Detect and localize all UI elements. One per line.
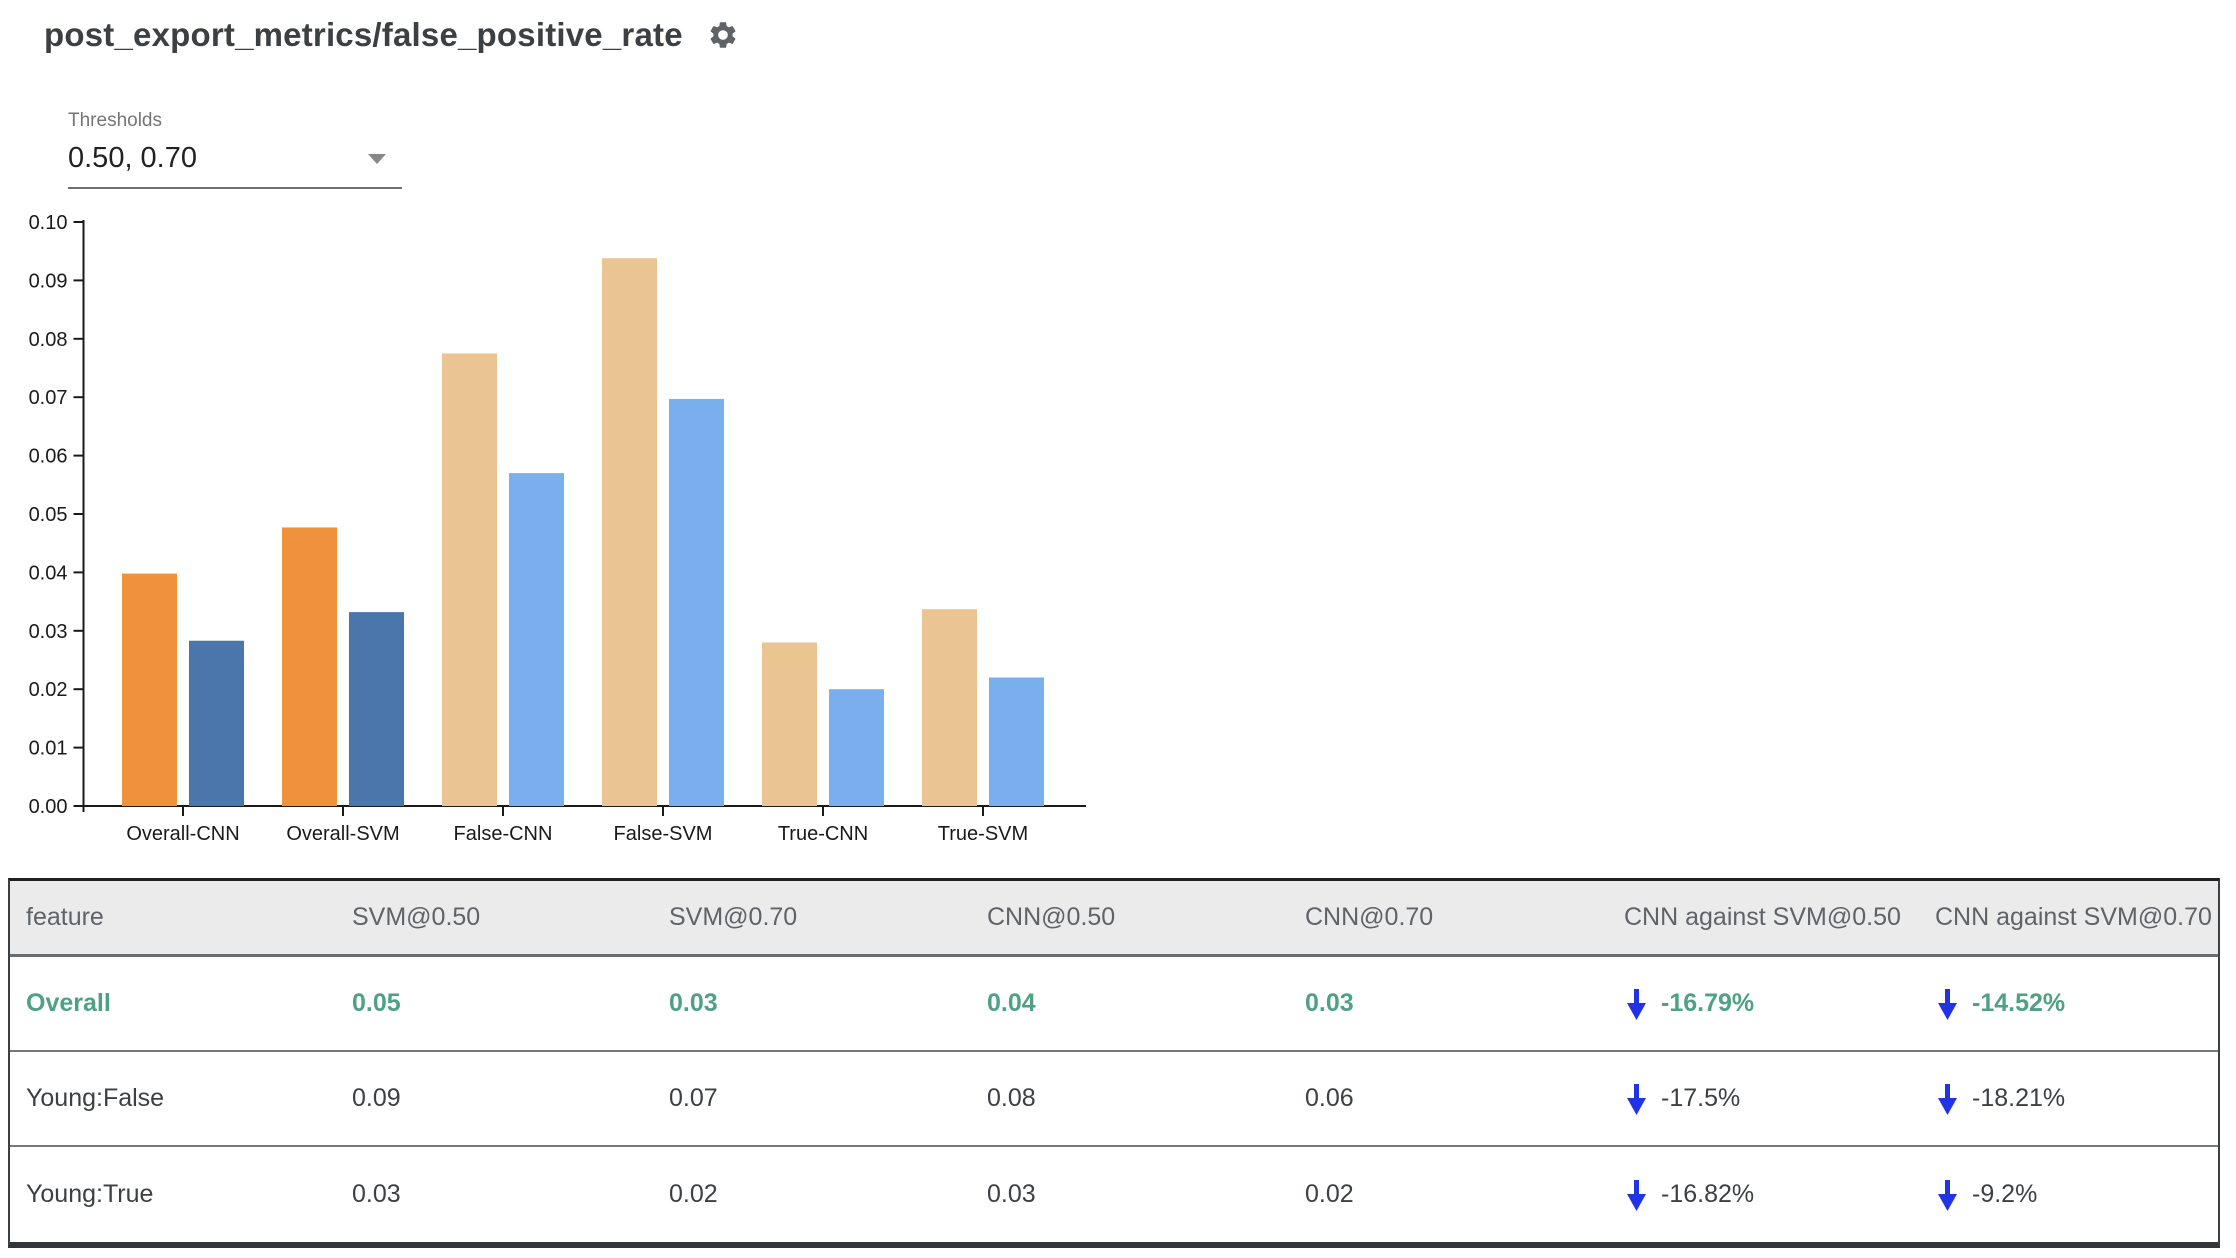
column-header-svm-050: SVM@0.50 (352, 903, 481, 931)
feature-cell: Young:False (26, 1084, 165, 1112)
metric-value-cell: 0.06 (1305, 1084, 1354, 1112)
metric-value-cell: 0.07 (669, 1084, 718, 1112)
bar-False-CNN-0.50[interactable] (442, 353, 497, 806)
delta-value: -18.21% (1972, 1084, 2066, 1112)
metric-value-cell: 0.05 (352, 989, 401, 1017)
bar-True-SVM-0.50[interactable] (922, 609, 977, 806)
y-tick-label: 0.00 (29, 796, 68, 818)
column-header-svm-070: SVM@0.70 (669, 903, 798, 931)
y-tick-label: 0.06 (29, 446, 68, 468)
x-tick-label: Overall-CNN (126, 823, 239, 845)
y-tick-label: 0.07 (29, 387, 68, 409)
comparison-cell: -14.52% (1935, 987, 2218, 1021)
arrow-down-icon (1938, 1083, 1957, 1115)
bar-chart-svg: 0.00 0.01 0.02 0.03 0.04 0.05 0.06 0.07 0.08 0.09… (29, 212, 1086, 845)
metric-value-cell: 0.08 (987, 1084, 1036, 1112)
thresholds-selected-value: 0.50, 0.70 (68, 142, 197, 174)
bar-True-CNN-0.70[interactable] (829, 689, 884, 806)
false-positive-rate-bar-chart: 0.00 0.01 0.02 0.03 0.04 0.05 0.06 0.07 0.08 0.09… (0, 195, 1130, 880)
header-bar: post_export_metrics/false_positive_rate (44, 16, 739, 54)
y-tick-label: 0.03 (29, 621, 68, 643)
feature-cell: Young:True (26, 1180, 154, 1208)
bar-True-CNN-0.50[interactable] (762, 642, 817, 806)
y-tick-label: 0.04 (29, 562, 68, 584)
delta-value: -14.52% (1972, 989, 2066, 1017)
arrow-down-icon (1938, 988, 1957, 1020)
table-row[interactable]: Overall 0.05 0.03 0.04 0.03 -16.79% -14.52% (10, 957, 2218, 1052)
column-header-cnn-vs-svm-050: CNN against SVM@0.50 (1624, 903, 1901, 931)
y-tick-label: 0.05 (29, 504, 68, 526)
bar-Overall-SVM-0.50[interactable] (282, 527, 337, 806)
arrow-down-icon (1627, 1083, 1646, 1115)
comparison-cell: -16.82% (1624, 1178, 1935, 1212)
table-row[interactable]: Young:True 0.03 0.02 0.03 0.02 -16.82% -9.2% (10, 1147, 2218, 1242)
table-body: Overall 0.05 0.03 0.04 0.03 -16.79% -14.52% You… (10, 957, 2218, 1242)
bar-Overall-CNN-0.70[interactable] (189, 640, 244, 806)
bar-Overall-SVM-0.70[interactable] (349, 612, 404, 806)
delta-value: -16.82% (1661, 1180, 1755, 1208)
arrow-down-icon (1938, 1179, 1957, 1211)
y-tick-label: 0.10 (29, 212, 68, 234)
bar-True-SVM-0.70[interactable] (989, 677, 1044, 806)
delta-value: -16.79% (1661, 989, 1755, 1017)
metric-value-cell: 0.03 (987, 1180, 1036, 1208)
column-header-feature: feature (26, 903, 104, 931)
y-tick-label: 0.01 (29, 738, 68, 760)
thresholds-select[interactable]: 0.50, 0.70 (68, 142, 402, 189)
bar-False-SVM-0.70[interactable] (669, 398, 724, 806)
column-header-cnn-050: CNN@0.50 (987, 903, 1116, 931)
x-tick-label: True-SVM (938, 823, 1028, 845)
comparison-cell: -17.5% (1624, 1082, 1935, 1116)
metrics-table: feature SVM@0.50 SVM@0.70 CNN@0.50 CNN@0… (8, 878, 2220, 1248)
table-row[interactable]: Young:False 0.09 0.07 0.08 0.06 -17.5% -18.21% (10, 1052, 2218, 1147)
x-tick-label: False-SVM (614, 823, 713, 845)
dropdown-arrow-icon (368, 153, 386, 164)
metric-value-cell: 0.03 (669, 989, 718, 1017)
column-header-cnn-vs-svm-070: CNN against SVM@0.70 (1935, 903, 2212, 931)
delta-value: -17.5% (1661, 1084, 1741, 1112)
comparison-cell: -16.79% (1624, 987, 1935, 1021)
bar-False-SVM-0.50[interactable] (602, 258, 657, 806)
thresholds-label: Thresholds (68, 110, 162, 131)
metric-value-cell: 0.04 (987, 989, 1036, 1017)
table-header-row: feature SVM@0.50 SVM@0.70 CNN@0.50 CNN@0… (10, 881, 2218, 957)
metric-value-cell: 0.02 (1305, 1180, 1354, 1208)
column-header-cnn-070: CNN@0.70 (1305, 903, 1434, 931)
y-tick-label: 0.09 (29, 270, 68, 292)
x-tick-label: True-CNN (778, 823, 868, 845)
x-tick-label: False-CNN (454, 823, 553, 845)
y-tick-label: 0.08 (29, 329, 68, 351)
metric-value-cell: 0.03 (352, 1180, 401, 1208)
comparison-cell: -18.21% (1935, 1082, 2218, 1116)
metric-value-cell: 0.02 (669, 1180, 718, 1208)
bar-False-CNN-0.70[interactable] (509, 473, 564, 806)
comparison-cell: -9.2% (1935, 1178, 2218, 1212)
arrow-down-icon (1627, 988, 1646, 1020)
metric-value-cell: 0.03 (1305, 989, 1354, 1017)
arrow-down-icon (1627, 1179, 1646, 1211)
y-tick-label: 0.02 (29, 679, 68, 701)
metric-value-cell: 0.09 (352, 1084, 401, 1112)
x-tick-label: Overall-SVM (286, 823, 399, 845)
page-title: post_export_metrics/false_positive_rate (44, 16, 683, 53)
delta-value: -9.2% (1972, 1180, 2038, 1208)
bar-Overall-CNN-0.50[interactable] (122, 573, 177, 806)
settings-gear-icon[interactable] (707, 19, 739, 51)
feature-cell: Overall (26, 989, 111, 1017)
thresholds-control: Thresholds 0.50, 0.70 (68, 110, 402, 189)
